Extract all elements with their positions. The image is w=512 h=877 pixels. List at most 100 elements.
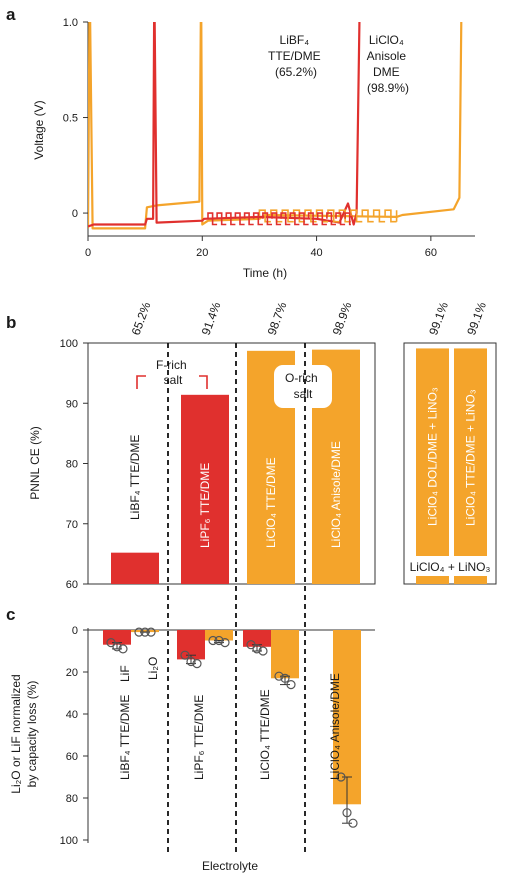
li2o-bar	[131, 630, 159, 633]
replicate-point	[146, 627, 156, 637]
o-rich-annotation: O-rich salt	[285, 371, 321, 401]
panel-c-y-tick-label: 0	[72, 625, 78, 637]
replicate-point	[286, 679, 296, 690]
panel-b-inset-frame	[403, 342, 497, 585]
o-rich-box	[274, 365, 332, 408]
replicate-point	[220, 637, 230, 648]
orange-annotation-line-1: LiClO₄	[369, 33, 404, 47]
replicate-point	[214, 635, 224, 646]
panel-a-y-tick-label: 1.0	[63, 17, 78, 29]
electrolyte-label: LiClO₄ Anisole/DME	[328, 673, 342, 780]
panel-c-y-tick-label: 80	[66, 793, 78, 805]
lif-bar-label: LiF	[118, 665, 132, 682]
replicate-point	[348, 818, 358, 828]
replicate-point	[134, 627, 144, 637]
panel-a-x-tick-label: 40	[310, 247, 322, 259]
electrolyte-label: LiBF₄ TTE/DME	[118, 695, 132, 780]
li2o-bar	[205, 630, 233, 641]
panel-c-y-tick-label: 100	[60, 835, 78, 847]
panel-b-y-tick-label: 100	[60, 338, 78, 350]
panel-b-y-tick-label: 80	[66, 459, 78, 471]
inset-value-label: 99.1%	[464, 300, 489, 337]
ce-value-label: 98.9%	[330, 300, 355, 337]
panel-c-y-tick-label: 20	[66, 667, 78, 679]
panel-a-x-label: Time (h)	[243, 266, 287, 280]
inset-category-label: LiClO₄ DOL/DME + LiNO₃	[426, 387, 440, 526]
electrolyte-label: LiClO₄ TTE/DME	[258, 689, 272, 780]
panel-a-red-annotation: LiBF₄ TTE/DME (65.2%)	[268, 33, 324, 79]
replicate-point	[186, 656, 196, 667]
series-line-red	[88, 22, 361, 228]
orange-annotation-line-2: Anisole	[367, 49, 407, 63]
red-annotation-line-2: TTE/DME	[268, 49, 321, 63]
replicate-point	[180, 650, 190, 660]
orange-annotation-line-4: (98.9%)	[367, 81, 409, 95]
panel-b-y-label: PNNL CE (%)	[28, 426, 42, 500]
f-rich-bracket	[136, 375, 208, 389]
panel-a-x-tick-label: 60	[425, 247, 437, 259]
panel-c-y-tick-label: 60	[66, 751, 78, 763]
inset-category-label: LiClO₄ TTE/DME + LiNO₃	[464, 389, 478, 526]
ce-bar	[111, 552, 159, 584]
panel-b-chart: 60 70 80 90 100 65.2% LiBF₄ TTE/DME 91.4% LiPF₆…	[28, 300, 497, 591]
panel-a-x-tick-label: 0	[85, 247, 91, 259]
series-cycling-orange	[258, 209, 398, 223]
replicate-point	[252, 644, 262, 654]
panel-a-y-tick-label: 0.5	[63, 113, 78, 125]
replicate-point	[106, 637, 116, 648]
panel-a-y-label: Voltage (V)	[32, 100, 46, 159]
ce-category-label: LiPF₆ TTE/DME	[198, 463, 212, 548]
panel-b-y-tick-label: 70	[66, 519, 78, 531]
series-cycling-red	[207, 212, 351, 226]
inset-footer-label: LiClO₄ + LiNO₃	[410, 560, 491, 574]
panel-a-chart: 0 20 40 60 0 0.5 1.0 Time (h) Voltage (V) LiBF…	[32, 17, 475, 280]
lif-bar	[103, 630, 131, 645]
panel-b-letter: b	[6, 313, 16, 332]
panel-c-chart: 0 20 40 60 80 100 LiBF₄ TTE/DME LiPF₆ TTE/DME L…	[9, 625, 375, 873]
panel-a-letter: a	[6, 5, 16, 24]
inset-value-label: 99.1%	[426, 300, 451, 337]
o-rich-line-2: salt	[294, 387, 313, 401]
red-annotation-line-3: (65.2%)	[275, 65, 317, 79]
panel-b-y-tick-label: 90	[66, 398, 78, 410]
inset-ce-bar	[454, 348, 487, 584]
ce-value-label: 65.2%	[129, 300, 154, 337]
replicate-point	[140, 627, 150, 637]
ce-value-label: 98.7%	[265, 300, 290, 337]
replicate-point	[274, 671, 284, 681]
lif-bar	[177, 630, 205, 660]
panel-a-orange-annotation: LiClO₄ Anisole DME (98.9%)	[367, 33, 410, 95]
orange-annotation-line-3: DME	[373, 65, 400, 79]
replicate-point	[112, 642, 122, 652]
panel-c-x-label: Electrolyte	[202, 859, 258, 873]
group-separators	[167, 343, 306, 852]
ce-category-label: LiClO₄ Anisole/DME	[329, 441, 343, 548]
f-rich-line-1: F-rich	[156, 358, 187, 372]
electrolyte-label: LiPF₆ TTE/DME	[192, 695, 206, 780]
panel-b-y-tick-label: 60	[66, 579, 78, 591]
replicate-point	[258, 646, 268, 656]
li2o-bar	[271, 630, 299, 679]
ce-category-label: LiClO₄ TTE/DME	[264, 457, 278, 548]
red-annotation-line-1: LiBF₄	[280, 33, 310, 47]
li2o-bar-label: Li₂O	[146, 657, 160, 680]
f-rich-line-2: salt	[164, 373, 183, 387]
inset-ce-bar	[416, 348, 449, 584]
panel-a-x-tick-label: 20	[196, 247, 208, 259]
lif-bar	[243, 630, 271, 647]
replicate-point	[342, 808, 352, 818]
replicate-point	[280, 673, 290, 683]
panel-a-y-tick-label: 0	[72, 208, 78, 220]
replicate-point	[208, 635, 218, 646]
replicate-point	[118, 644, 128, 654]
o-rich-line-1: O-rich	[285, 371, 318, 385]
series-line-orange	[88, 22, 463, 230]
ce-category-label: LiBF₄ TTE/DME	[128, 435, 142, 520]
replicate-point	[246, 640, 256, 650]
inset-footer-box	[405, 556, 495, 576]
replicate-point	[336, 772, 346, 782]
f-rich-annotation: F-rich salt	[156, 358, 190, 387]
ce-value-label: 91.4%	[199, 300, 224, 337]
panel-c-y-label-line-2: by capacity loss (%)	[25, 681, 39, 788]
